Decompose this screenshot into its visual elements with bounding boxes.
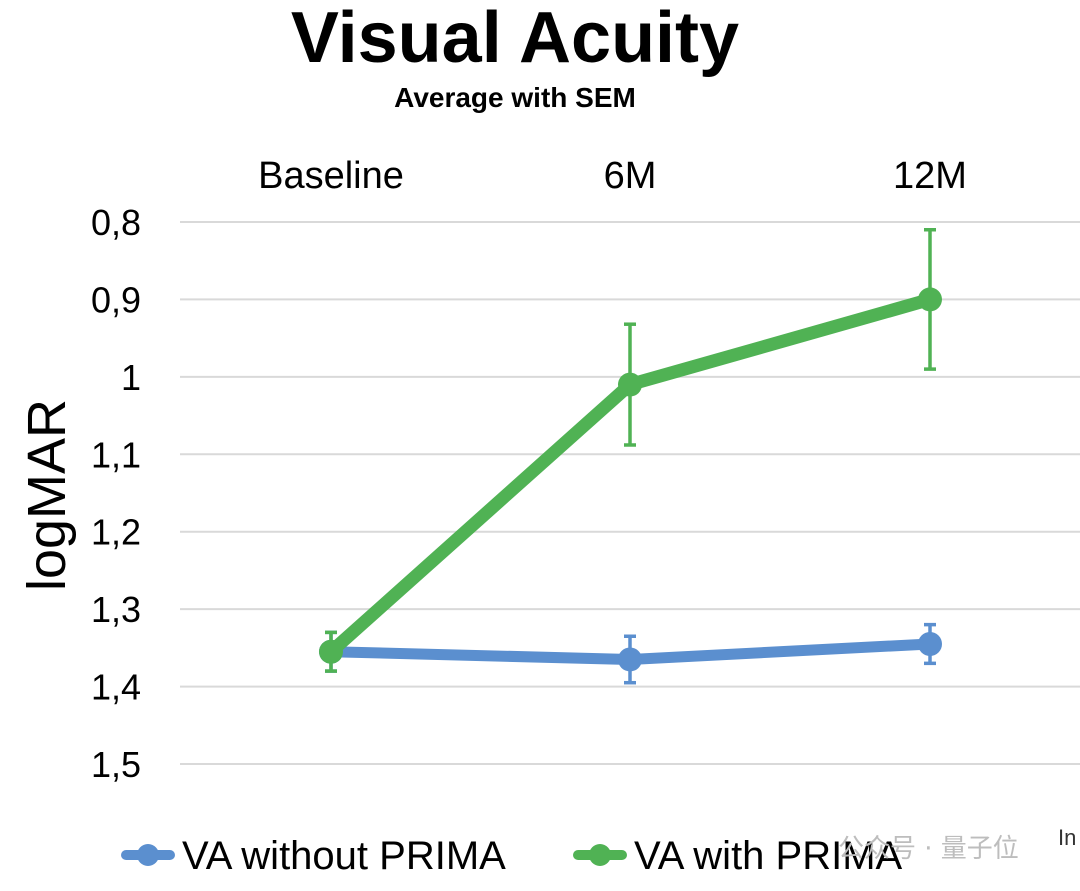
legend-label: VA with PRIMA	[634, 834, 903, 878]
y-tick-label: 0,9	[91, 279, 141, 320]
y-tick-label: 1	[121, 357, 141, 398]
y-tick-label: 1,2	[91, 512, 141, 553]
series-layer	[319, 227, 942, 685]
series-2	[319, 227, 942, 673]
chart-subtitle: Average with SEM	[394, 82, 636, 113]
x-tick-labels: Baseline 6M 12M	[258, 155, 967, 197]
y-tick-label: 0,8	[91, 202, 141, 243]
legend-swatch-marker	[589, 844, 611, 866]
legend: VA without PRIMA VA with PRIMA	[121, 834, 903, 878]
x-tick-label: Baseline	[258, 155, 404, 197]
y-tick-label: 1,5	[91, 744, 141, 785]
y-tick-labels: 0,8 0,9 1 1,1 1,2 1,3 1,4 1,5	[91, 202, 141, 785]
data-point	[618, 647, 642, 672]
y-tick-label: 1,1	[91, 434, 141, 475]
series-1	[319, 622, 942, 685]
watermark-text: 公众号 · 量子位	[838, 834, 1019, 864]
x-tick-label: 12M	[893, 155, 967, 197]
y-tick-label: 1,4	[91, 667, 141, 708]
data-point	[918, 287, 942, 312]
legend-swatch-marker	[137, 844, 159, 866]
x-tick-label: 6M	[604, 155, 657, 197]
legend-label: VA without PRIMA	[182, 834, 506, 878]
legend-item-2: VA with PRIMA	[573, 834, 903, 878]
chart-title: Visual Acuity	[291, 0, 739, 78]
legend-item-1: VA without PRIMA	[121, 834, 506, 878]
y-axis-label: logMAR	[17, 399, 77, 591]
y-tick-label: 1,3	[91, 589, 141, 630]
data-point	[618, 372, 642, 397]
data-point	[319, 639, 343, 664]
edge-text: In	[1058, 825, 1076, 850]
data-point	[918, 631, 942, 656]
